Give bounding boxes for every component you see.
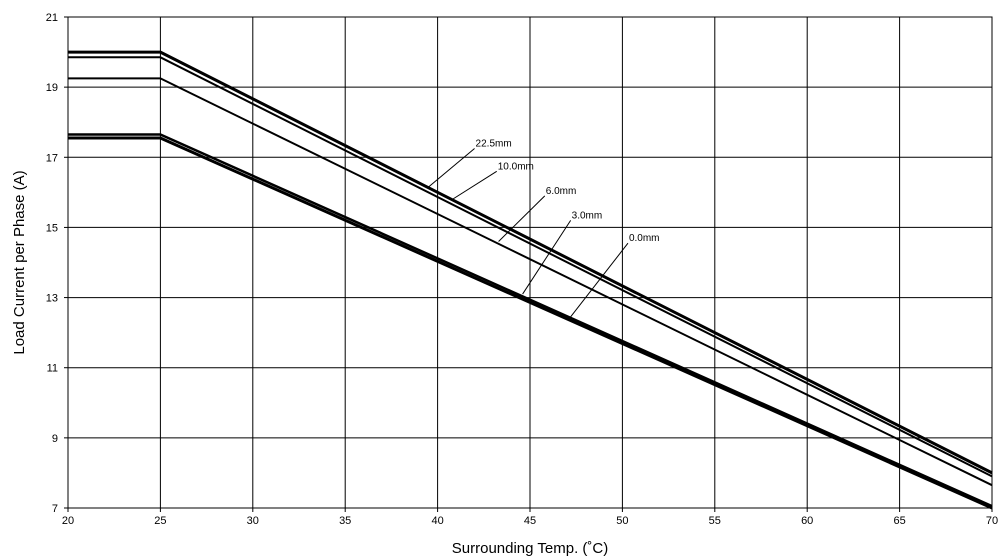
series-line-3-0mm xyxy=(68,133,993,508)
series-line-22-5mm xyxy=(68,50,993,475)
x-tick-label: 40 xyxy=(431,515,443,527)
annotation-leader xyxy=(428,148,475,188)
y-tick-label: 7 xyxy=(52,503,58,515)
series-label: 22.5mm xyxy=(476,139,512,150)
annotation-leader xyxy=(522,220,572,295)
annotation-leader xyxy=(498,195,546,242)
y-axis-title: Load Current per Phase (A) xyxy=(11,170,28,354)
series-annotations: 22.5mm 10.0mm 6.0mm 3.0mm 0.0mm xyxy=(428,139,660,318)
series-lines xyxy=(68,50,993,510)
plot-frame xyxy=(67,16,993,509)
annotation-leader xyxy=(452,170,498,200)
x-tick-label: 20 xyxy=(62,515,74,527)
series-line-10-0mm xyxy=(68,56,993,478)
x-tick-label: 70 xyxy=(986,515,998,527)
y-tick-label: 19 xyxy=(46,82,58,94)
y-tick-label: 17 xyxy=(46,152,58,164)
x-axis-title: Surrounding Temp. (˚C) xyxy=(452,540,608,556)
x-tick-label: 35 xyxy=(339,515,351,527)
series-label: 6.0mm xyxy=(546,186,577,197)
y-tick-labels: 7 9 11 13 15 17 19 21 xyxy=(46,12,58,515)
series-label: 0.0mm xyxy=(629,233,660,244)
y-tick-label: 11 xyxy=(47,363,58,375)
series-label: 3.0mm xyxy=(572,210,603,221)
x-tick-label: 50 xyxy=(616,515,628,527)
series-line-6-0mm xyxy=(68,77,993,487)
y-tick-label: 15 xyxy=(46,222,58,234)
x-tick-label: 30 xyxy=(247,515,259,527)
y-tick-label: 13 xyxy=(46,293,58,305)
x-tick-label: 55 xyxy=(709,515,721,527)
x-tick-labels: 20 25 30 35 40 45 50 55 60 65 70 xyxy=(62,515,998,527)
x-tick-label: 60 xyxy=(801,515,813,527)
series-label: 10.0mm xyxy=(498,161,534,172)
y-tick-label: 9 xyxy=(52,433,58,445)
x-tick-label: 65 xyxy=(893,515,905,527)
x-tick-label: 45 xyxy=(524,515,536,527)
annotation-leader xyxy=(570,242,629,318)
x-tick-label: 25 xyxy=(154,515,166,527)
y-tick-label: 21 xyxy=(46,12,58,24)
grid xyxy=(64,16,993,512)
series-line-0-0mm xyxy=(68,136,993,510)
